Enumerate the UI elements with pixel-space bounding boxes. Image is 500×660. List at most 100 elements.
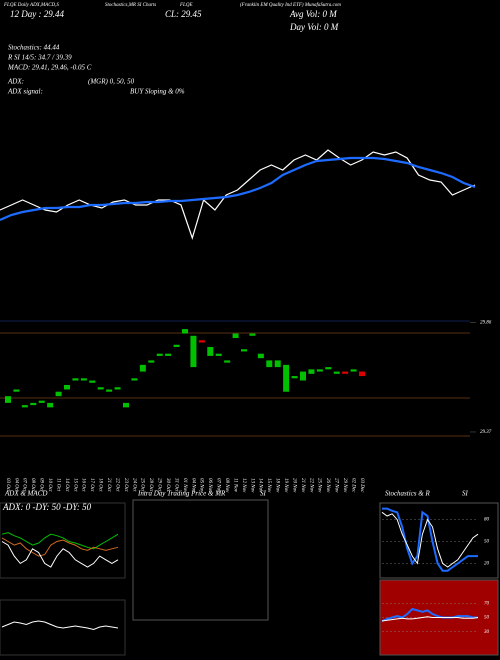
x-tick-label: 09 Oct	[39, 478, 44, 492]
series-line	[0, 156, 476, 222]
macd: MACD: 29.41, 29.46, -0.05 C	[7, 64, 92, 72]
x-tick-label: 30 Oct	[165, 478, 170, 492]
panel-title: SI	[462, 490, 469, 498]
candle-body	[72, 378, 79, 381]
series-line	[1, 532, 119, 550]
candle-body	[148, 360, 155, 363]
x-tick-label: 25 Nov	[317, 478, 322, 493]
candle-body	[359, 371, 365, 377]
candle-body	[5, 396, 11, 403]
adx-signal: ADX signal:	[7, 88, 43, 96]
y-tick-label: 30	[484, 630, 490, 635]
x-tick-label: 02 Dec	[350, 478, 355, 493]
candle-body	[47, 402, 54, 408]
candle-body	[80, 378, 87, 381]
x-tick-label: 15 Oct	[72, 478, 77, 492]
x-tick-label: 06 Nov	[207, 478, 212, 493]
candle-body	[350, 369, 357, 372]
x-tick-label: 07 Nov	[216, 478, 221, 493]
series-line	[1, 541, 119, 568]
x-tick-label: 29 Nov	[342, 478, 347, 493]
title: (Franklin EM Quality Ind ETF) MunafaSutr…	[240, 3, 341, 8]
candle-body	[131, 378, 138, 381]
rsi: R SI 14/5: 34.7 / 39.39	[7, 54, 72, 62]
candle-body	[325, 367, 332, 370]
panel-title: SI	[260, 490, 267, 498]
candle-body	[165, 353, 172, 356]
candle-body	[266, 360, 273, 368]
panel-title: Intra Day Trading Price & MR	[137, 490, 226, 498]
candle-body	[123, 402, 129, 408]
x-tick-label: 15 Nov	[266, 478, 271, 493]
x-tick-label: 23 Oct	[123, 478, 128, 492]
candle-body	[249, 333, 256, 336]
candle-body	[215, 353, 222, 356]
candle-body	[182, 329, 188, 334]
y-tick-label: 80	[484, 518, 490, 523]
x-tick-label: 18 Nov	[275, 478, 280, 493]
candle-body	[13, 389, 20, 392]
candle-body	[21, 405, 28, 408]
close: CL: 29.45	[165, 9, 202, 19]
candle-body	[97, 387, 104, 390]
candle-body	[173, 344, 180, 347]
avg-vol: Avg Vol: 0 M	[289, 9, 337, 19]
candle-body	[106, 389, 113, 392]
series-line	[381, 616, 479, 622]
x-tick-label: 14 Oct	[64, 478, 69, 492]
x-tick-label: 14 Nov	[258, 478, 263, 493]
candle-body	[342, 371, 349, 374]
y-tick-label: 70	[484, 601, 490, 606]
title: Stochastics,MR SI Charts	[105, 3, 156, 8]
x-tick-label: 13 Nov	[249, 478, 254, 493]
x-tick-label: 18 Oct	[98, 478, 103, 492]
candle-body	[308, 369, 315, 374]
x-tick-label: 31 Oct	[173, 478, 178, 492]
x-tick-label: 27 Nov	[334, 478, 339, 493]
panel-values: ADX: 0 -DY: 50 -DY: 50	[2, 502, 92, 512]
intraday-panel	[132, 499, 269, 621]
day-vol: Day Vol: 0 M	[289, 22, 339, 32]
x-tick-label: 22 Nov	[308, 478, 313, 493]
x-tick-label: 10 Oct	[47, 478, 52, 492]
x-tick-label: 03 Dec	[359, 478, 364, 493]
candle-body	[139, 364, 146, 372]
candle-body	[241, 349, 247, 352]
series-line	[382, 507, 478, 572]
x-tick-label: 19 Nov	[283, 478, 288, 493]
series-line	[1, 537, 119, 557]
x-tick-label: 26 Nov	[325, 478, 330, 493]
candle-body	[55, 391, 62, 397]
x-tick-label: 01 Nov	[182, 478, 187, 493]
candle-body	[156, 353, 163, 356]
x-tick-label: 03 Oct	[5, 478, 10, 492]
candle-body	[224, 360, 231, 363]
stochastics: Stochastics: 44.44	[8, 44, 60, 52]
x-tick-label: 05 Nov	[199, 478, 204, 493]
x-tick-label: 24 Oct	[131, 478, 136, 492]
candle-body	[198, 340, 205, 343]
candle-body	[89, 380, 96, 383]
candle-body	[30, 402, 37, 406]
candle-body	[190, 335, 197, 368]
x-tick-label: 22 Oct	[114, 478, 119, 492]
x-tick-label: 04 Nov	[190, 478, 195, 493]
series-line	[381, 511, 479, 568]
x-tick-label: 28 Oct	[148, 478, 153, 492]
series-line	[0, 149, 476, 240]
x-tick-label: 11 Oct	[55, 478, 60, 492]
x-tick-label: 21 Oct	[106, 478, 111, 492]
x-tick-label: 21 Nov	[300, 478, 305, 493]
adx-signal-value: BUY Sloping & 0%	[130, 88, 185, 96]
candle-body	[274, 360, 281, 368]
x-tick-label: 12 Nov	[241, 478, 246, 493]
title: FLQE Daily ADX,MACD,S	[3, 3, 59, 8]
candle-body	[316, 369, 323, 372]
y-tick-label: 20	[484, 562, 490, 567]
x-tick-label: 17 Oct	[89, 478, 94, 492]
series-line	[381, 607, 478, 622]
panel-title: Stochastics & R	[385, 490, 430, 498]
candle-body	[38, 400, 45, 403]
candle-body	[64, 385, 70, 390]
